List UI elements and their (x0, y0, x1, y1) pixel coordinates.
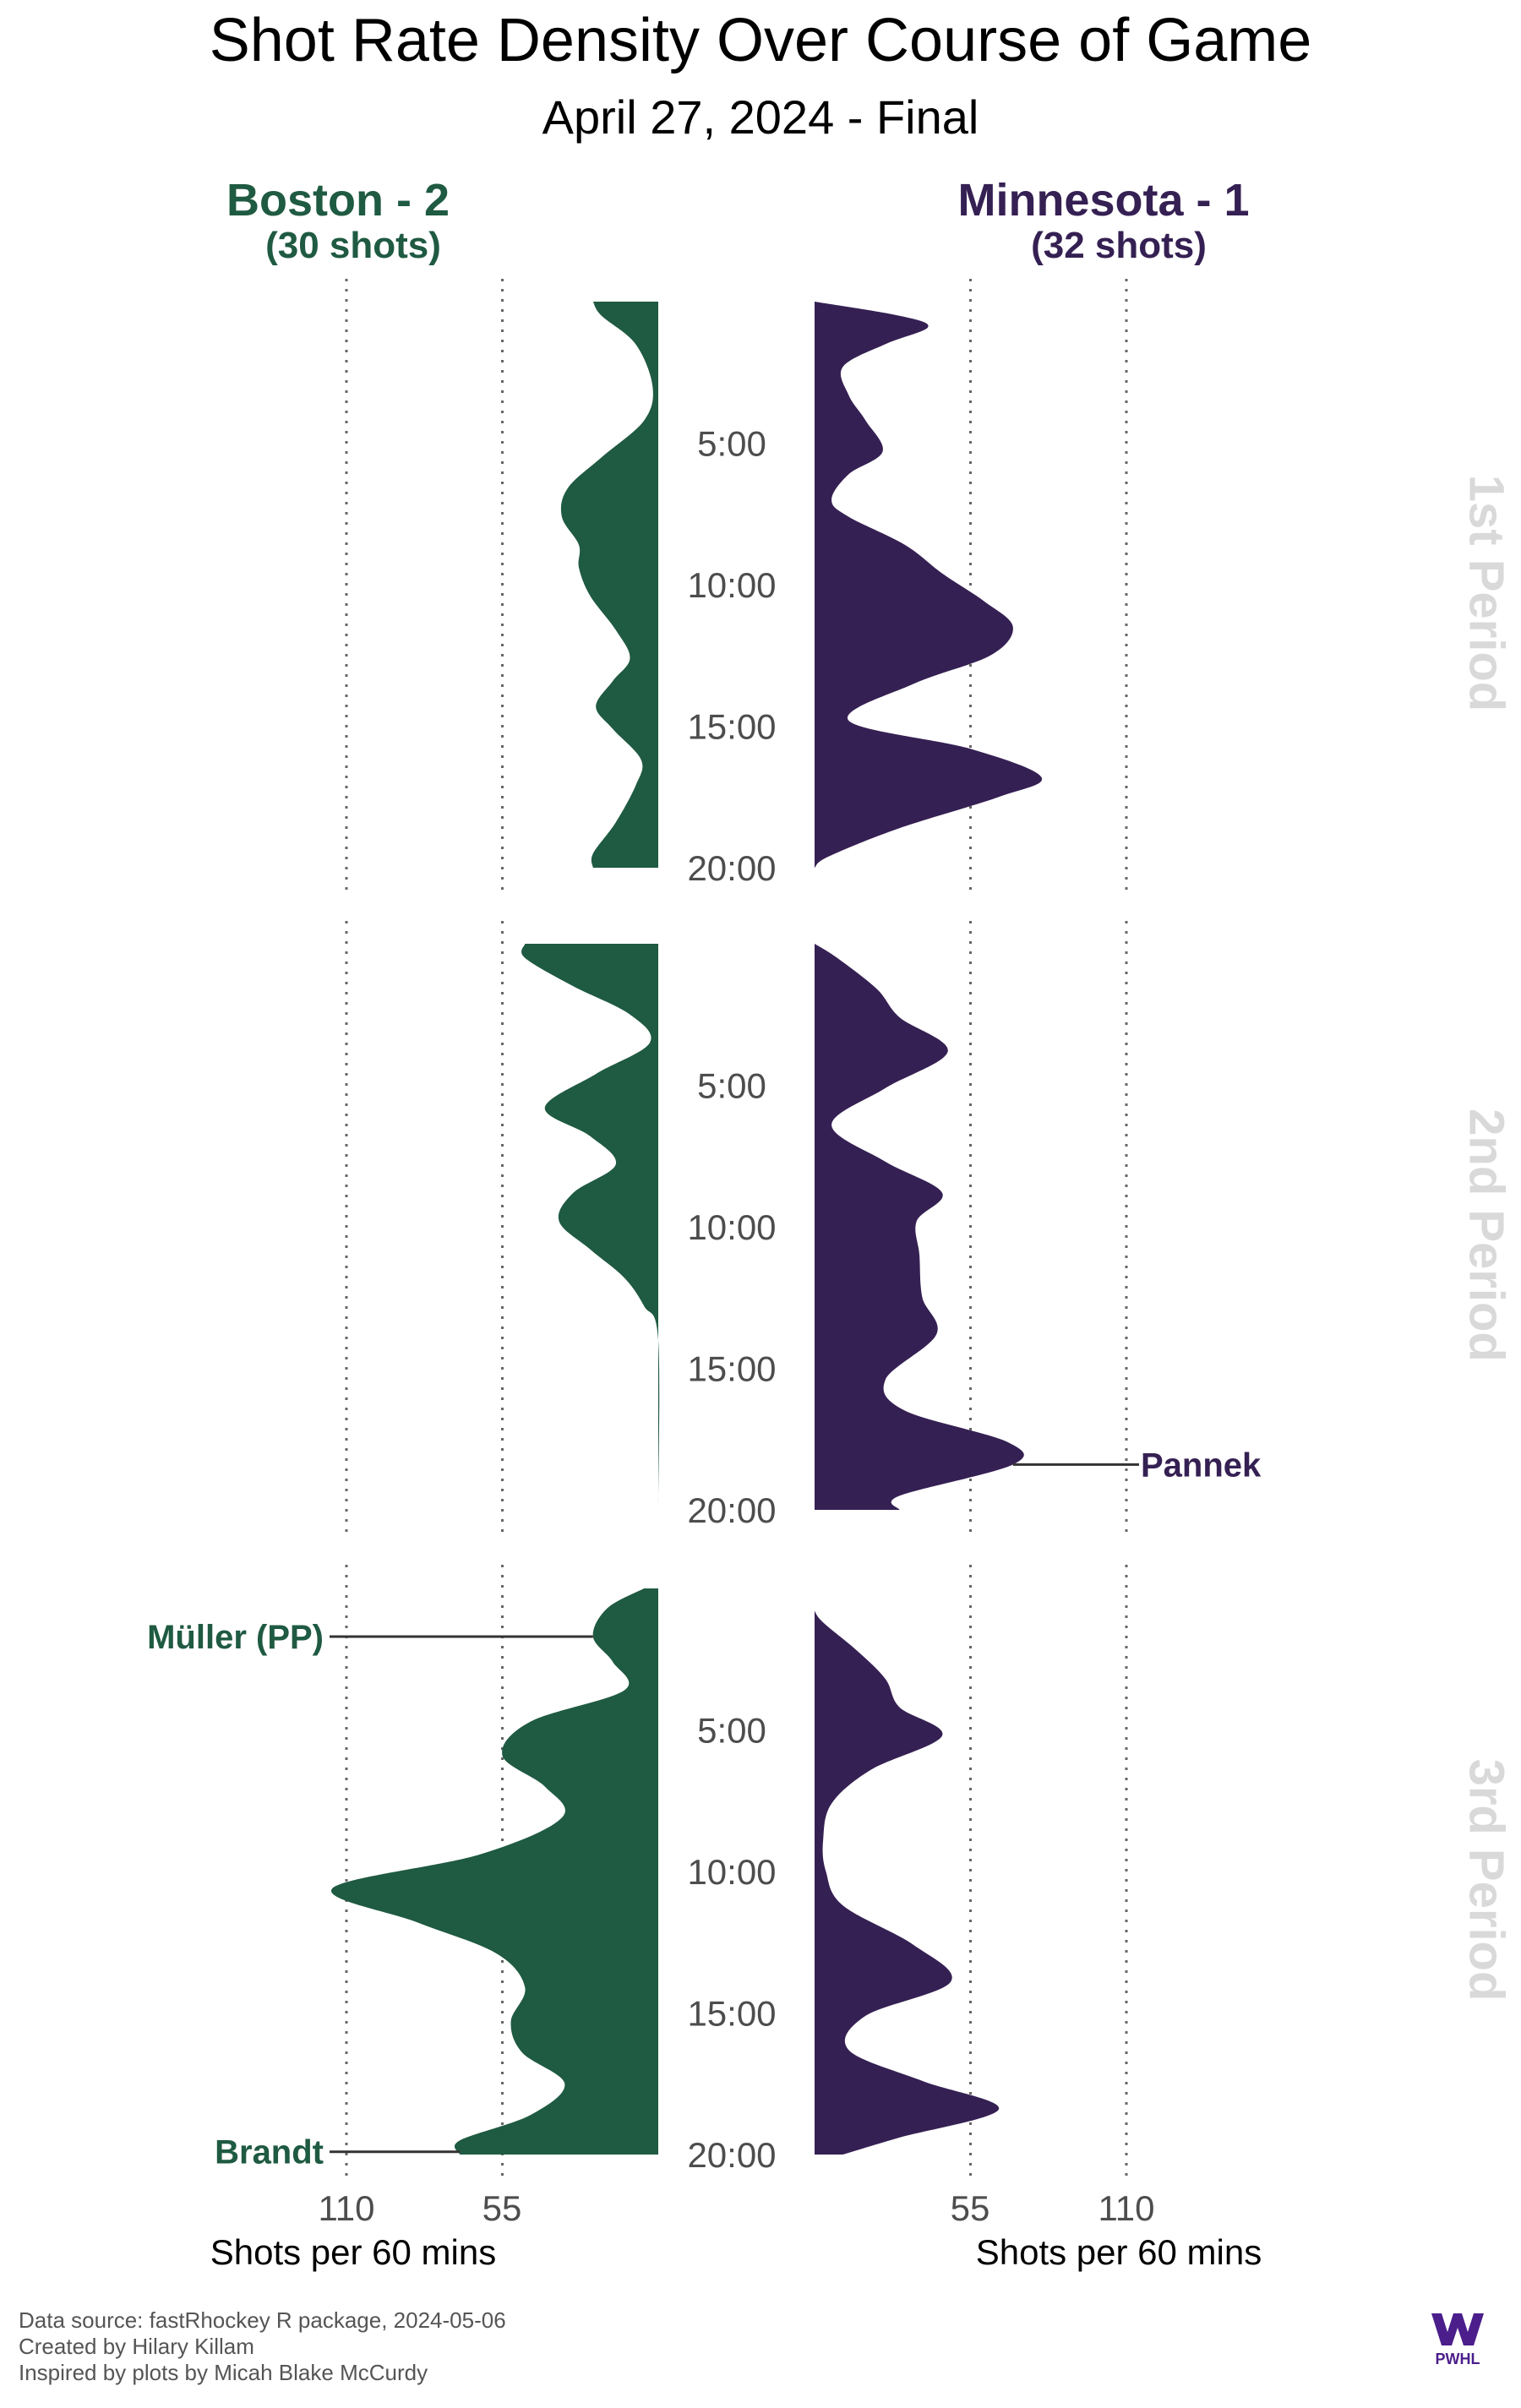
density-area-right-p1 (815, 302, 1043, 868)
time-tick-p2-10: 10:00 (687, 1207, 776, 1247)
footer-created-by: Created by Hilary Killam (19, 2334, 254, 2359)
time-tick-p3-5: 5:00 (697, 1711, 766, 1751)
period-labels: 1st Period 2nd Period 3rd Period (1459, 475, 1514, 2002)
period-label-2: 2nd Period (1459, 1109, 1514, 1362)
chart-subtitle: April 27, 2024 - Final (542, 90, 979, 144)
annotation-label-pannek: Pannek (1141, 1446, 1262, 1484)
x-axis-title-right: Shots per 60 mins (976, 2232, 1262, 2272)
time-tick-p3-10: 10:00 (687, 1852, 776, 1892)
density-area-left-p1 (560, 302, 658, 868)
period-label-1: 1st Period (1459, 475, 1514, 711)
x-tick-110-left: 110 (319, 2188, 375, 2228)
x-tick-110-right: 110 (1098, 2188, 1155, 2228)
density-area-right-p3 (815, 1610, 1000, 2155)
x-tick-55-right: 55 (951, 2188, 990, 2228)
annotation-label-m-ller-pp: Müller (PP) (147, 1619, 324, 1656)
time-tick-p1-10: 10:00 (687, 565, 776, 605)
team-shots-boston: (30 shots) (265, 225, 441, 266)
chart-title: Shot Rate Density Over Course of Game (210, 7, 1312, 74)
time-tick-p3-20: 20:00 (687, 2135, 776, 2175)
annotation-label-brandt: Brandt (215, 2134, 324, 2171)
team-name-boston: Boston - 2 (226, 175, 450, 226)
time-tick-p1-15: 15:00 (687, 707, 776, 747)
pwhl-logo: PWHL (1431, 2313, 1484, 2367)
time-tick-p1-20: 20:00 (687, 848, 776, 888)
density-areas (330, 302, 1043, 2155)
time-tick-p3-15: 15:00 (687, 1994, 776, 2034)
footer-data-source: Data source: fastRhockey R package, 2024… (19, 2307, 506, 2333)
x-tick-55-left: 55 (482, 2188, 522, 2228)
x-axis-title-left: Shots per 60 mins (210, 2232, 497, 2272)
time-tick-labels: 5:00 10:00 15:00 20:00 5:00 10:00 15:00 20:00 5:… (687, 424, 776, 2176)
time-tick-p2-5: 5:00 (697, 1066, 766, 1106)
time-tick-p2-15: 15:00 (687, 1349, 776, 1389)
period-label-3: 3rd Period (1459, 1759, 1514, 2002)
footer-inspired-by: Inspired by plots by Micah Blake McCurdy (19, 2360, 428, 2385)
time-tick-p1-5: 5:00 (697, 424, 766, 464)
team-name-minnesota: Minnesota - 1 (957, 175, 1249, 226)
team-shots-minnesota: (32 shots) (1031, 225, 1207, 266)
pwhl-logo-mark (1431, 2313, 1484, 2345)
time-tick-p2-20: 20:00 (687, 1490, 776, 1530)
density-area-left-p2 (521, 944, 660, 1510)
grid-lines (345, 279, 1128, 2180)
annotations: Müller (PP) Brandt Pannek (147, 1446, 1262, 2171)
pwhl-logo-text: PWHL (1436, 2351, 1480, 2367)
density-area-right-p2 (815, 944, 1024, 1510)
density-area-left-p3 (330, 1588, 658, 2155)
